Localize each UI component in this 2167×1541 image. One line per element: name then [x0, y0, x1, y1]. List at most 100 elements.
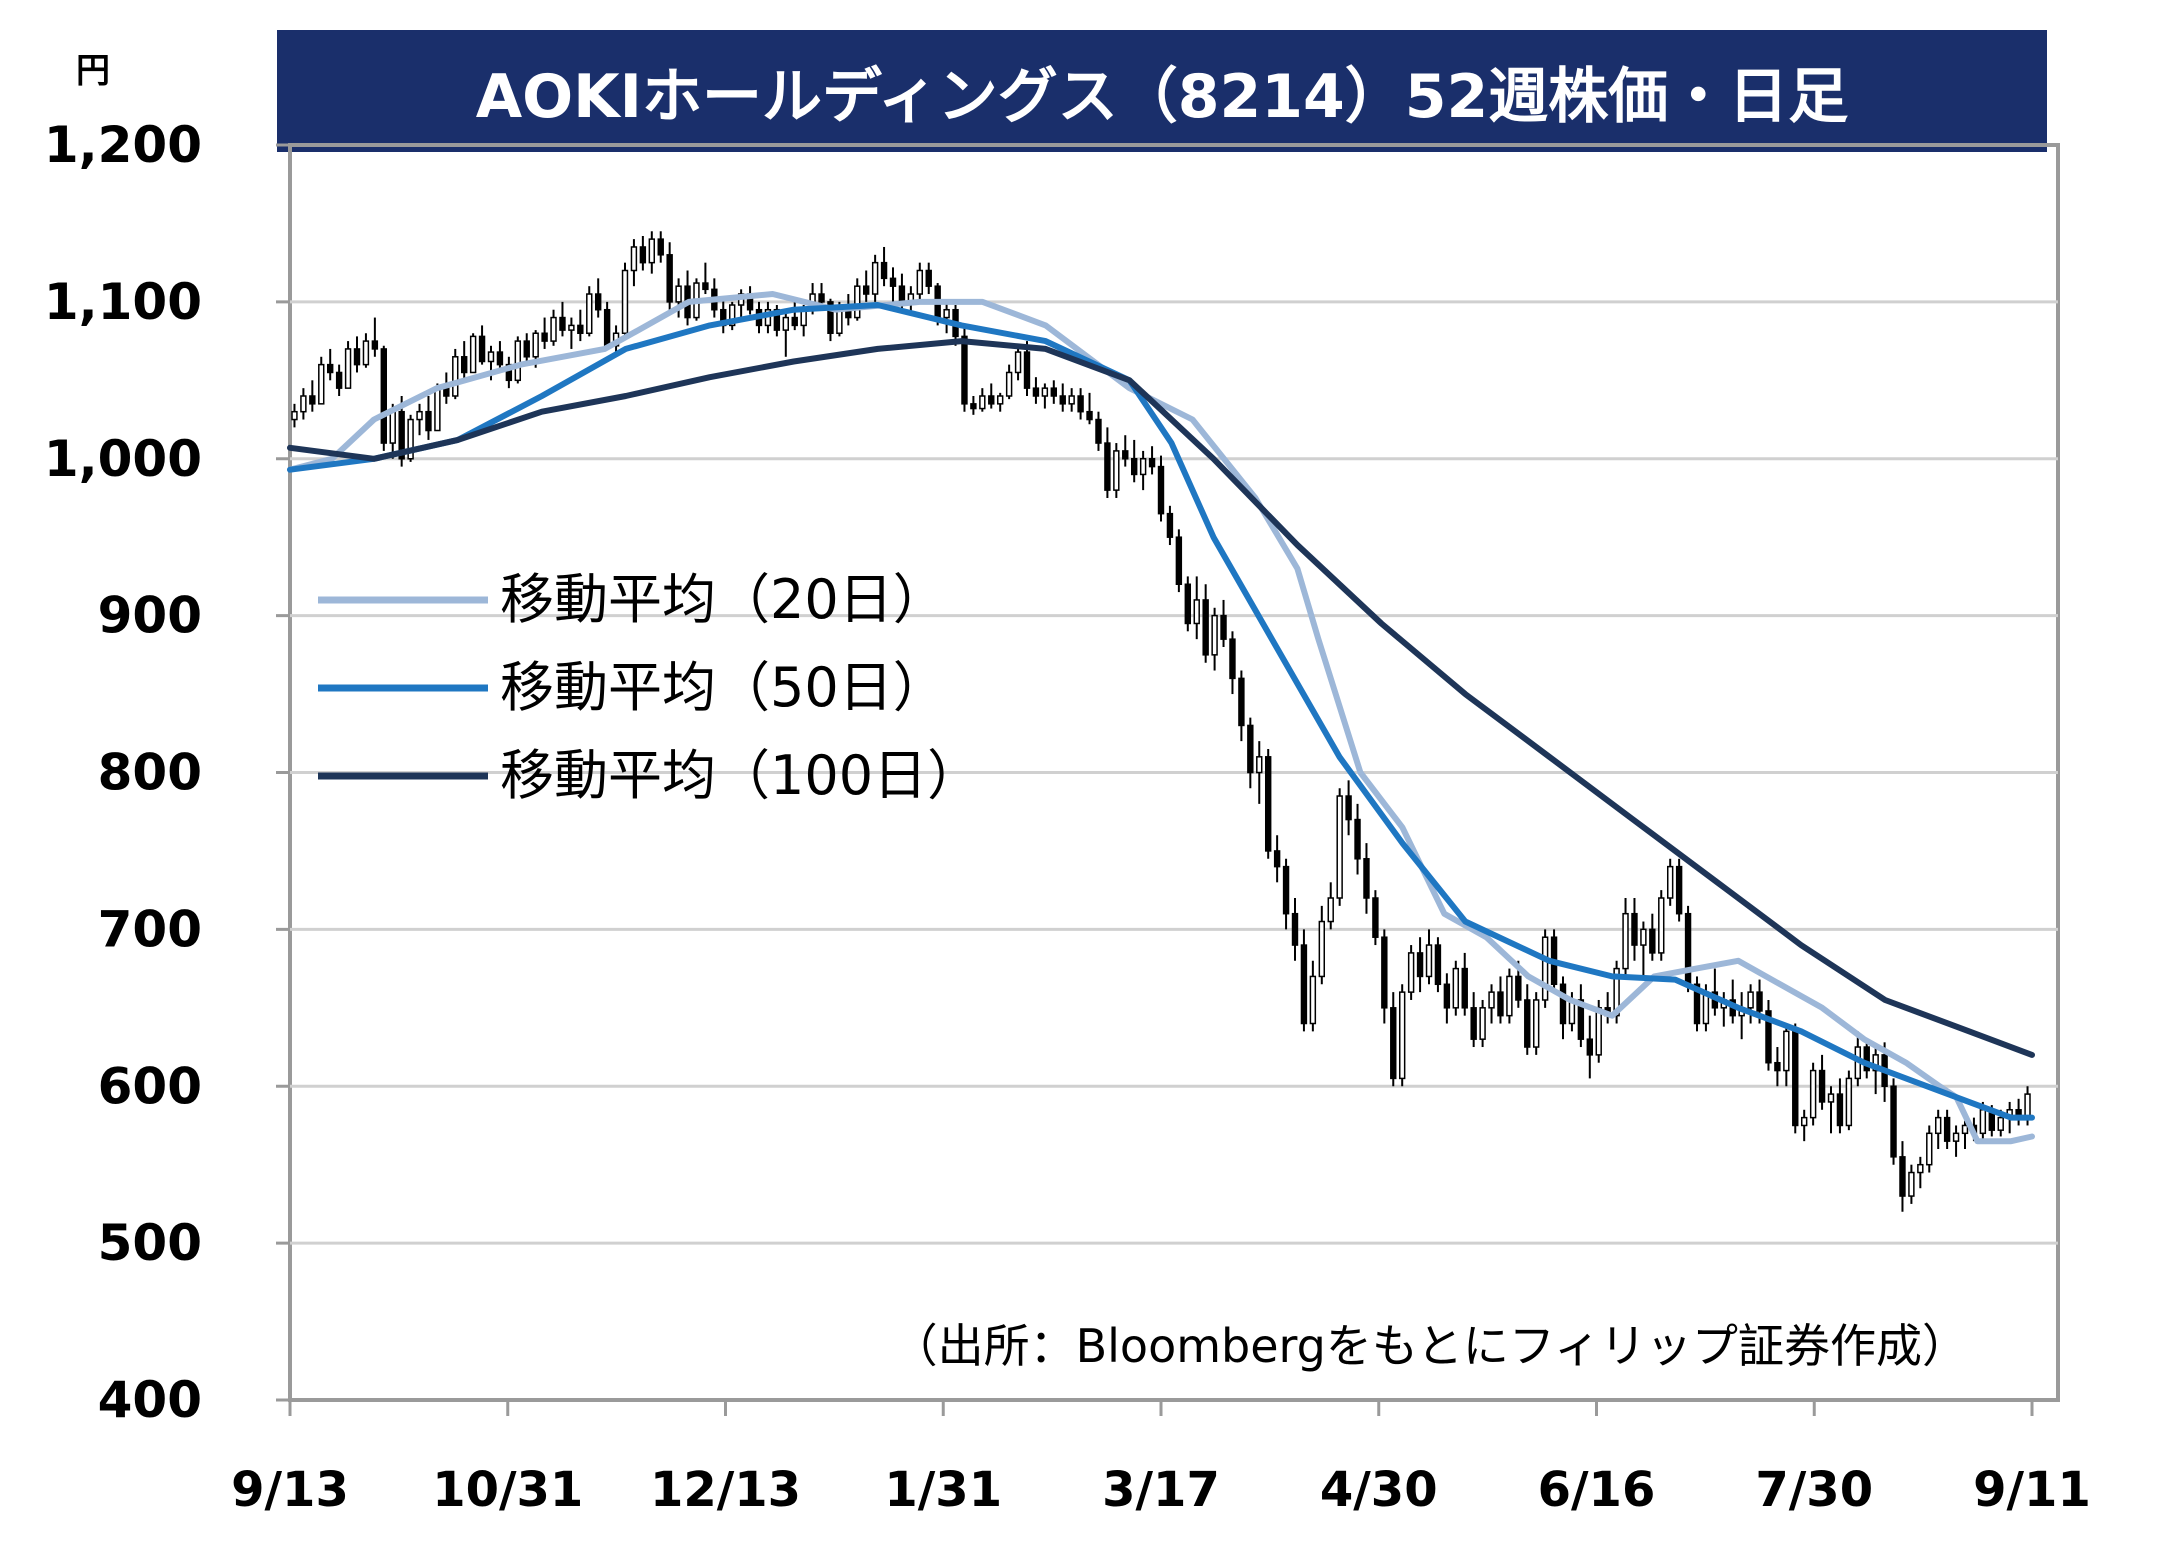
candle	[1184, 576, 1192, 632]
candle	[1479, 999, 1486, 1048]
y-axis: 400 500 600 700 800 900 1,000 1,100 1,200	[44, 116, 290, 1429]
x-tick-label: 9/11	[1973, 1462, 2091, 1518]
y-tick-label: 500	[98, 1214, 202, 1272]
candle	[1416, 937, 1424, 993]
x-tick-label: 9/13	[231, 1462, 349, 1518]
y-tick-label: 400	[98, 1371, 202, 1429]
candle	[335, 364, 343, 396]
x-tick-label: 12/13	[650, 1462, 801, 1518]
candle	[1059, 383, 1066, 412]
candle	[1917, 1156, 1924, 1189]
candle	[1604, 992, 1611, 1024]
candle	[1148, 446, 1156, 475]
candle	[1765, 999, 1772, 1071]
candle	[326, 348, 334, 381]
candle	[1032, 377, 1040, 404]
candle	[1559, 976, 1567, 1040]
candle	[586, 286, 593, 337]
candle	[1899, 1141, 1906, 1212]
chart-title: AOKIホールディングス（8214）52週株価・日足	[476, 62, 1849, 132]
candle	[469, 333, 477, 374]
moving-average-lines	[287, 291, 2035, 1145]
candle	[1774, 1047, 1781, 1087]
candle	[639, 235, 647, 271]
candle	[380, 345, 388, 451]
candle	[630, 239, 638, 287]
candle	[1961, 1120, 1969, 1149]
candle	[1238, 670, 1245, 742]
candle	[720, 298, 727, 334]
candle	[1488, 984, 1495, 1024]
candle	[854, 278, 861, 321]
candle	[1452, 960, 1460, 1016]
candle	[1130, 439, 1138, 483]
candle	[1336, 788, 1343, 906]
candle	[523, 333, 530, 365]
candle	[1622, 898, 1629, 977]
candle	[943, 301, 950, 334]
candle	[1577, 984, 1585, 1048]
candle	[1202, 584, 1209, 663]
candle	[684, 270, 691, 326]
ma100-line	[287, 338, 2035, 1058]
x-axis: 9/13 10/31 12/13 1/31 3/17 4/30 6/16 7/30 9/11	[231, 1400, 2091, 1518]
y-tick-label: 1,100	[44, 273, 202, 331]
candle	[1649, 913, 1656, 961]
x-tick-label: 7/30	[1755, 1462, 1873, 1518]
candle	[1247, 717, 1254, 789]
candle	[648, 231, 656, 274]
candle	[1363, 843, 1370, 914]
candle	[603, 301, 611, 349]
candle	[1104, 427, 1111, 498]
candle	[1845, 1070, 1853, 1131]
candle	[1023, 341, 1031, 396]
candle	[1943, 1109, 1951, 1149]
candle	[1640, 921, 1647, 977]
candle	[1827, 1086, 1835, 1134]
candle	[1792, 1023, 1799, 1134]
candle	[1113, 443, 1120, 498]
candle	[416, 403, 423, 436]
candle	[916, 262, 924, 302]
candle	[782, 309, 790, 357]
candle	[1926, 1125, 1933, 1173]
candle	[425, 396, 432, 440]
candle	[1934, 1109, 1942, 1149]
y-tick-label: 1,000	[44, 430, 202, 488]
candle	[889, 267, 897, 302]
candle	[2015, 1098, 2022, 1126]
candle	[514, 336, 522, 384]
candle	[621, 262, 629, 337]
candle	[1836, 1078, 1844, 1134]
candle	[1014, 345, 1022, 381]
candle	[746, 286, 754, 315]
candle	[1434, 937, 1442, 993]
candle	[371, 317, 379, 357]
candle	[728, 301, 736, 331]
candle	[452, 348, 459, 400]
candle	[1256, 741, 1263, 804]
candle	[1666, 858, 1674, 906]
candle	[291, 403, 298, 428]
ma50-line	[287, 302, 2035, 1121]
candle	[318, 356, 325, 405]
candle	[1738, 992, 1745, 1040]
candle	[1220, 599, 1227, 647]
candle	[1354, 803, 1361, 875]
candle	[505, 356, 513, 389]
ma20-line	[287, 291, 2035, 1145]
candle	[737, 289, 745, 318]
candle	[550, 309, 557, 346]
candle	[1041, 383, 1049, 409]
candle	[1890, 1078, 1897, 1165]
candle	[1211, 607, 1218, 671]
candle	[1077, 388, 1084, 420]
candle	[666, 242, 673, 310]
source-note: （出所：Bloombergをもとにフィリップ証券作成）	[892, 1319, 1968, 1373]
candle	[353, 336, 361, 373]
candle	[1050, 380, 1058, 404]
candle	[1229, 631, 1236, 695]
candle	[568, 317, 575, 349]
candle	[1398, 984, 1406, 1087]
candle	[880, 246, 888, 287]
